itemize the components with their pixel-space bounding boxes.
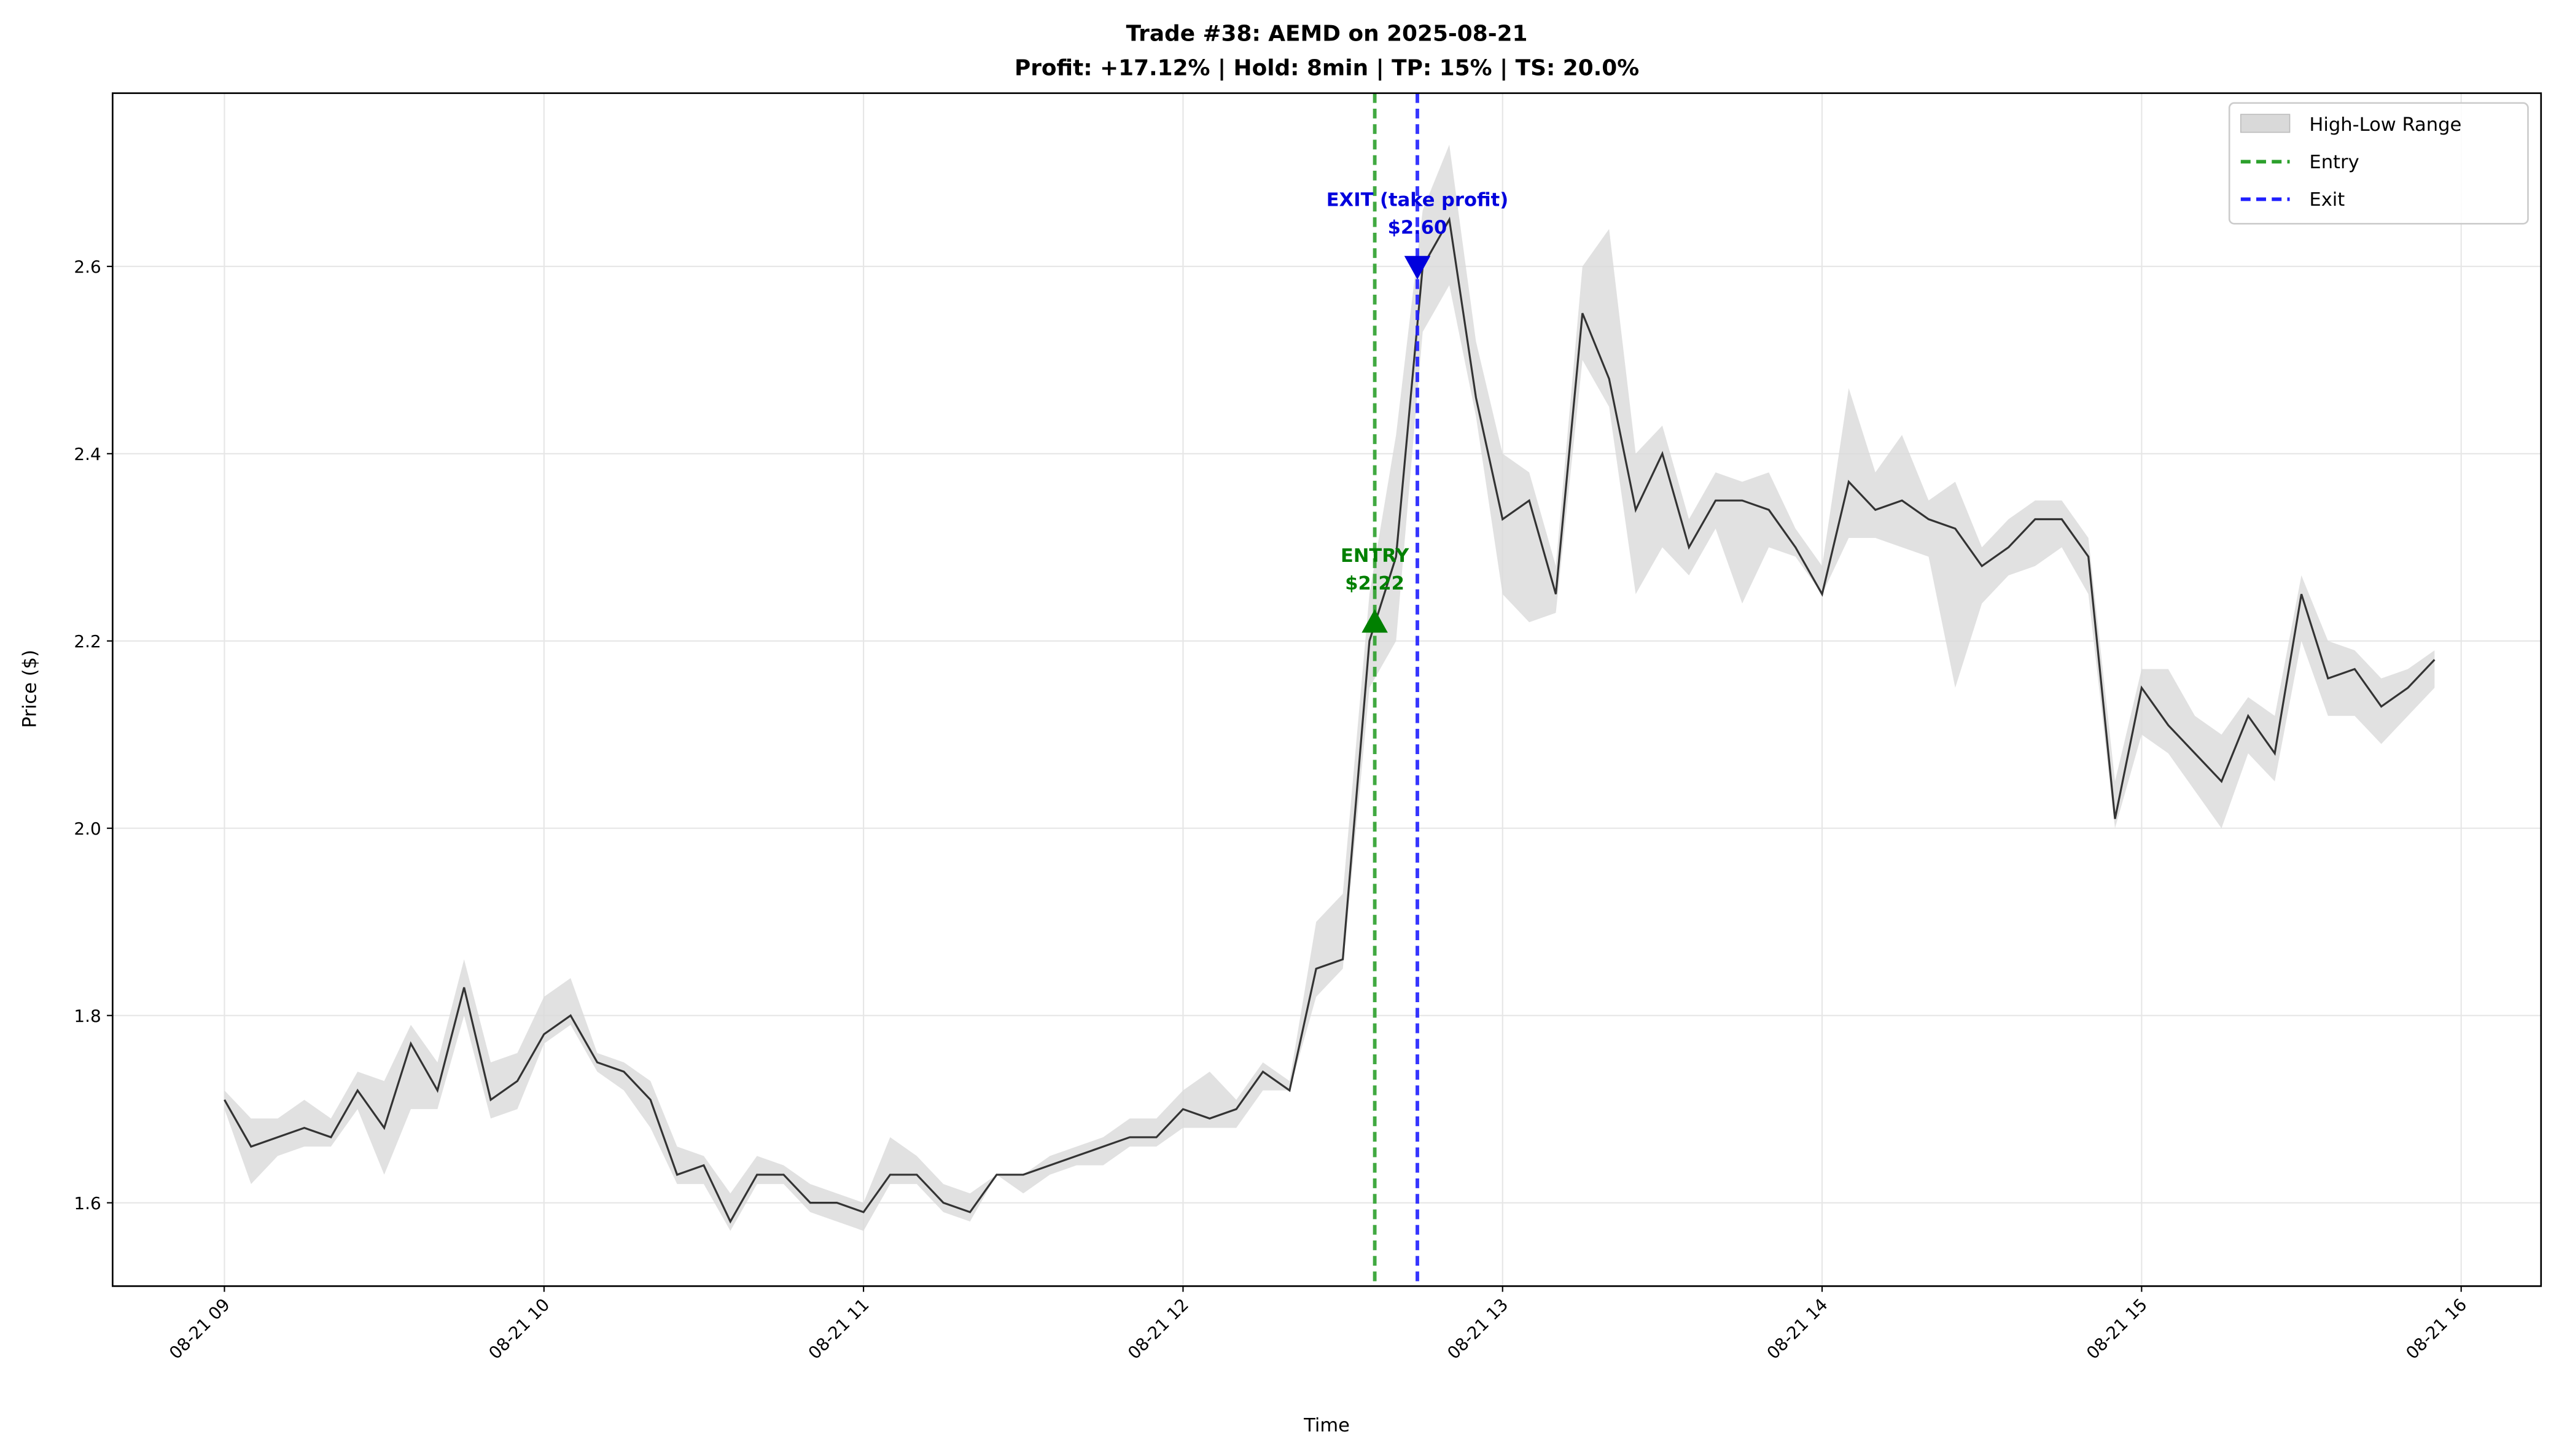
legend-swatch: [2240, 114, 2291, 133]
entry-marker: [1361, 609, 1388, 633]
legend: High-Low Range Entry Exit: [2228, 102, 2529, 225]
entry-label: ENTRY: [1341, 545, 1409, 567]
price-line: [224, 216, 2436, 1224]
legend-label: Entry: [2309, 152, 2359, 173]
exit-marker: [1404, 255, 1431, 280]
y-tick-label: 2.6: [74, 257, 101, 277]
chart-subtitle: Profit: +17.12% | Hold: 8min | TP: 15% |…: [1015, 55, 1639, 80]
y-axis-label: Price ($): [19, 650, 41, 728]
y-tick-label: 2.0: [74, 819, 101, 839]
y-tick-label: 2.2: [74, 631, 101, 652]
y-tick-label: 1.8: [74, 1006, 101, 1026]
x-axis-label: Time: [1303, 1415, 1350, 1436]
plot: ENTRY $2.22 EXIT (take profit) $2.60: [224, 93, 2436, 1287]
grid: [112, 93, 2541, 1287]
y-tick-label: 2.4: [74, 444, 101, 464]
exit-label: EXIT (take profit): [1326, 189, 1508, 211]
legend-label: High-Low Range: [2309, 114, 2461, 136]
chart-title: Trade #38: AEMD on 2025-08-21: [1126, 21, 1528, 47]
plot-frame: [112, 92, 2542, 1287]
entry-price-label: $2.22: [1345, 573, 1404, 594]
y-tick-label: 1.6: [74, 1193, 101, 1213]
exit-price-label: $2.60: [1388, 217, 1447, 239]
legend-box: [2228, 102, 2529, 225]
legend-label: Exit: [2309, 189, 2345, 211]
